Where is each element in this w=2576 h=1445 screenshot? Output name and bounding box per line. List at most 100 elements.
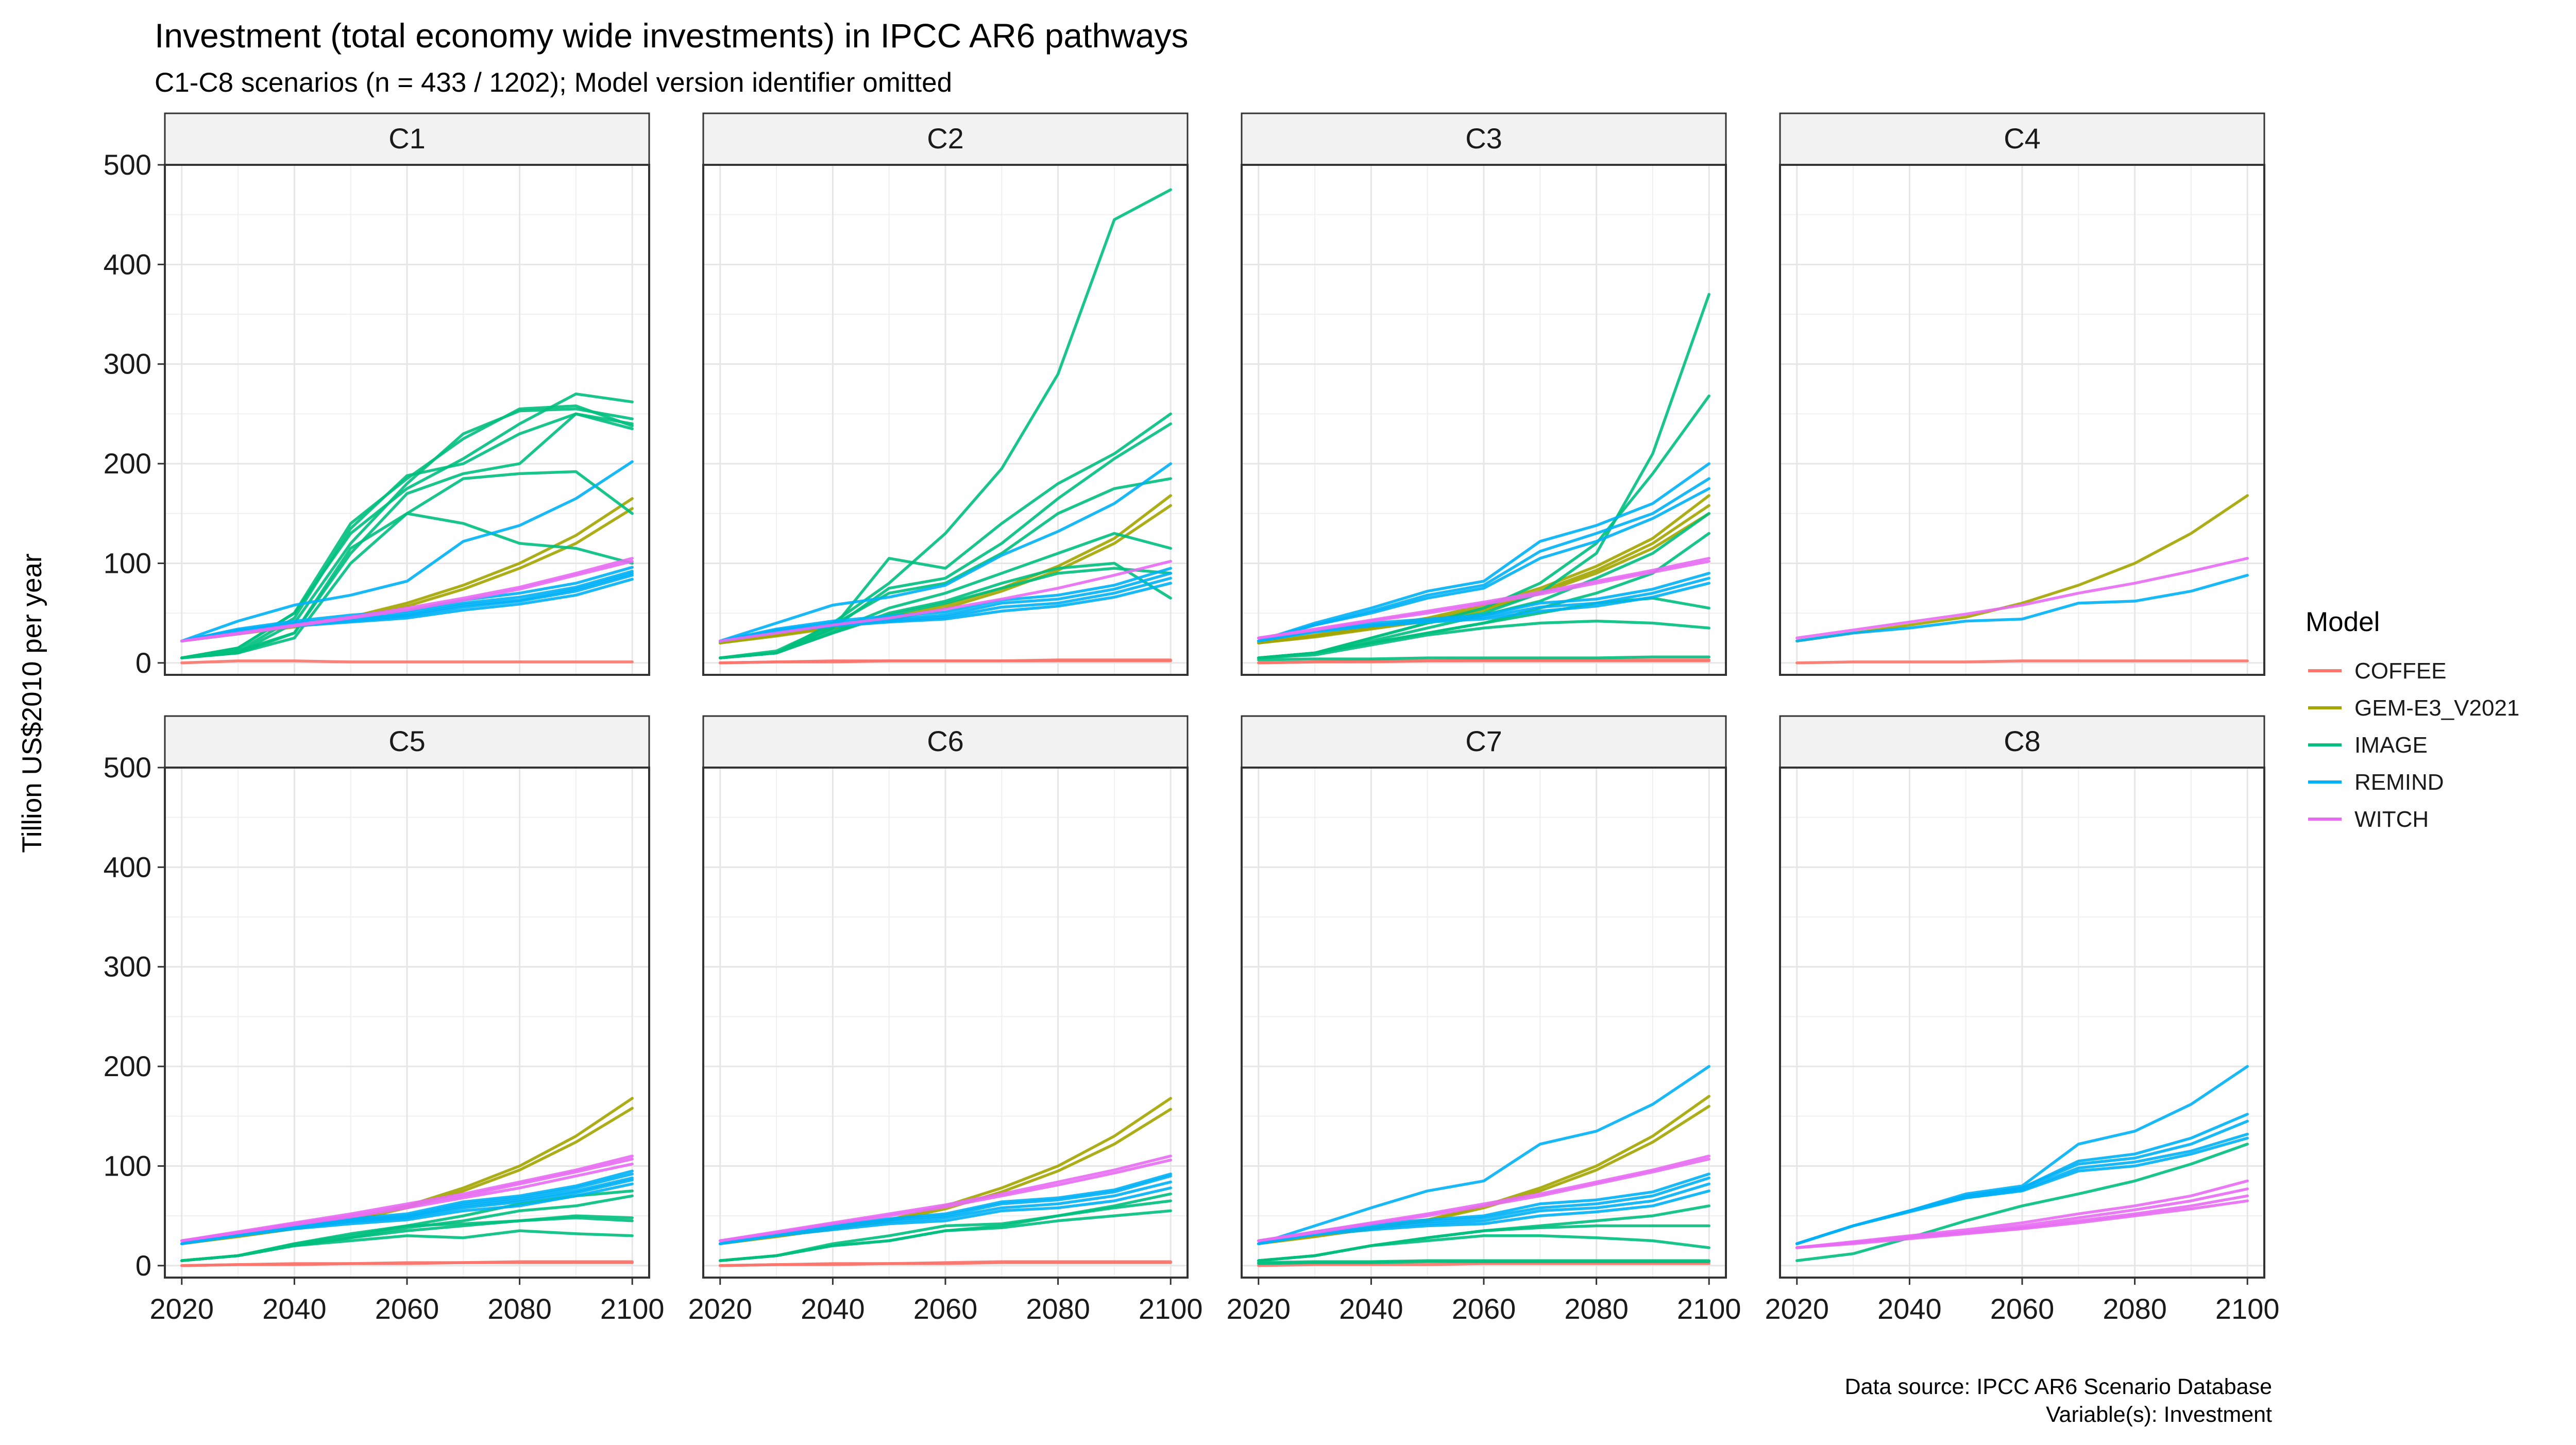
series-line-image <box>180 512 634 659</box>
series-line-coffee <box>719 658 1172 665</box>
series-line-remind <box>1257 582 1710 643</box>
series-line-remind <box>1795 1136 2249 1246</box>
series-group <box>180 392 634 665</box>
x-tick-label: 2020 <box>1227 1293 1291 1325</box>
y-tick-label: 400 <box>104 851 151 883</box>
series-line-witch <box>719 1159 1172 1243</box>
legend-label: WITCH <box>2354 807 2429 832</box>
series-line-coffee <box>1257 658 1710 665</box>
series-line-witch <box>1257 1158 1710 1243</box>
series-line-image <box>1257 1259 1710 1264</box>
series-line-remind <box>180 460 634 643</box>
legend-items: COFFEE GEM-E3_V2021 IMAGE REMIND WITCH <box>2308 658 2519 832</box>
facet-panel-c6: C6 2020 2040 2060 2080 2100 <box>688 715 1203 1325</box>
facet-strip-label: C6 <box>927 725 964 757</box>
y-tick-label: 300 <box>104 348 151 380</box>
panel-border <box>1241 164 1727 676</box>
x-tick-label: 2080 <box>2103 1293 2167 1325</box>
series-line-remind <box>180 1182 634 1246</box>
series-line-remind <box>1257 1189 1710 1246</box>
legend-item: REMIND <box>2308 770 2444 795</box>
facet-panel-c4: C4 <box>1779 112 2265 676</box>
facet-panel-c8: C8 2020 2040 2060 2080 2100 <box>1765 715 2280 1325</box>
series-line-remind <box>719 567 1172 643</box>
legend-label: COFFEE <box>2354 658 2446 684</box>
x-tick-label: 2060 <box>1990 1293 2055 1325</box>
x-tick-label: 2080 <box>1564 1293 1629 1325</box>
x-tick-label: 2040 <box>262 1293 327 1325</box>
caption-source: Data source: IPCC AR6 Scenario Database <box>1845 1374 2272 1399</box>
x-tick-label: 2060 <box>913 1293 978 1325</box>
series-line-witch <box>719 559 1172 643</box>
series-group <box>719 1097 1172 1267</box>
series-group <box>719 188 1172 665</box>
legend-item: GEM-E3_V2021 <box>2308 695 2519 721</box>
caption-variable: Variable(s): Investment <box>2046 1402 2272 1427</box>
panel-border <box>164 164 650 676</box>
legend-label: IMAGE <box>2354 733 2428 758</box>
series-line-image <box>180 412 634 659</box>
x-tick-label: 2040 <box>801 1293 865 1325</box>
facet-strip-label: C8 <box>2004 725 2041 757</box>
facet-strip <box>1779 715 2265 769</box>
chart-subtitle: C1-C8 scenarios (n = 433 / 1202); Model … <box>155 67 952 98</box>
series-line-image <box>719 567 1172 659</box>
x-tick-label: 2100 <box>600 1293 665 1325</box>
y-tick-label: 200 <box>104 1050 151 1082</box>
series-line-image <box>1257 655 1710 661</box>
series-line-coffee <box>719 1261 1172 1267</box>
legend-label: GEM-E3_V2021 <box>2354 695 2519 721</box>
x-tick-label: 2100 <box>1139 1293 1203 1325</box>
x-tick-label: 2080 <box>1026 1293 1090 1325</box>
series-group <box>1257 293 1710 665</box>
x-tick-label: 2100 <box>2215 1293 2280 1325</box>
series-line-gem-e3_v2021 <box>1257 512 1710 644</box>
y-axis-label: Tillion US$2010 per year <box>17 553 47 853</box>
series-line-remind <box>719 462 1172 643</box>
facet-panels: C1 0 100 200 300 400 500 C2 C3 C4 C5 0 100 200 300 400 5… <box>104 112 2280 1325</box>
facet-panel-c1: C1 0 100 200 300 400 500 <box>104 112 650 679</box>
facet-panel-c3: C3 <box>1241 112 1727 676</box>
series-line-remind <box>1795 573 2249 643</box>
series-line-coffee <box>180 659 634 665</box>
x-tick-label: 2020 <box>688 1293 753 1325</box>
y-tick-label: 0 <box>135 1249 151 1282</box>
legend-label: REMIND <box>2354 770 2444 795</box>
legend-item: IMAGE <box>2308 733 2428 758</box>
series-group <box>1795 494 2249 665</box>
panel-border <box>702 164 1189 676</box>
series-line-image <box>180 407 634 659</box>
series-line-witch <box>1795 557 2249 640</box>
y-tick-label: 400 <box>104 248 151 280</box>
series-line-remind <box>1257 1065 1710 1246</box>
facet-strip <box>702 112 1189 166</box>
series-line-remind <box>719 1186 1172 1246</box>
x-tick-label: 2100 <box>1677 1293 1741 1325</box>
facet-strip-label: C2 <box>927 122 964 155</box>
y-tick-label: 0 <box>135 647 151 679</box>
facet-strip-label: C1 <box>388 122 426 155</box>
legend-item: WITCH <box>2308 807 2429 832</box>
series-line-coffee <box>180 1260 634 1267</box>
facet-strip <box>1779 112 2265 166</box>
facet-strip <box>164 112 650 166</box>
series-line-remind <box>1257 487 1710 643</box>
legend: Model COFFEE GEM-E3_V2021 IMAGE REMIND WITCH <box>2306 607 2519 832</box>
series-line-image <box>180 1216 634 1262</box>
series-line-image <box>1257 1224 1710 1262</box>
y-tick-label: 200 <box>104 447 151 480</box>
facet-strip-label: C3 <box>1465 122 1502 155</box>
series-line-image <box>1257 619 1710 659</box>
x-tick-label: 2080 <box>487 1293 552 1325</box>
x-tick-label: 2060 <box>375 1293 439 1325</box>
y-tick-label: 300 <box>104 950 151 983</box>
series-group <box>1257 1065 1710 1267</box>
x-tick-label: 2020 <box>150 1293 214 1325</box>
y-tick-label: 100 <box>104 1149 151 1182</box>
facet-panel-c7: C7 2020 2040 2060 2080 2100 <box>1227 715 1741 1325</box>
series-line-image <box>719 477 1172 659</box>
facet-strip <box>1241 112 1727 166</box>
facet-strip-label: C5 <box>388 725 426 757</box>
